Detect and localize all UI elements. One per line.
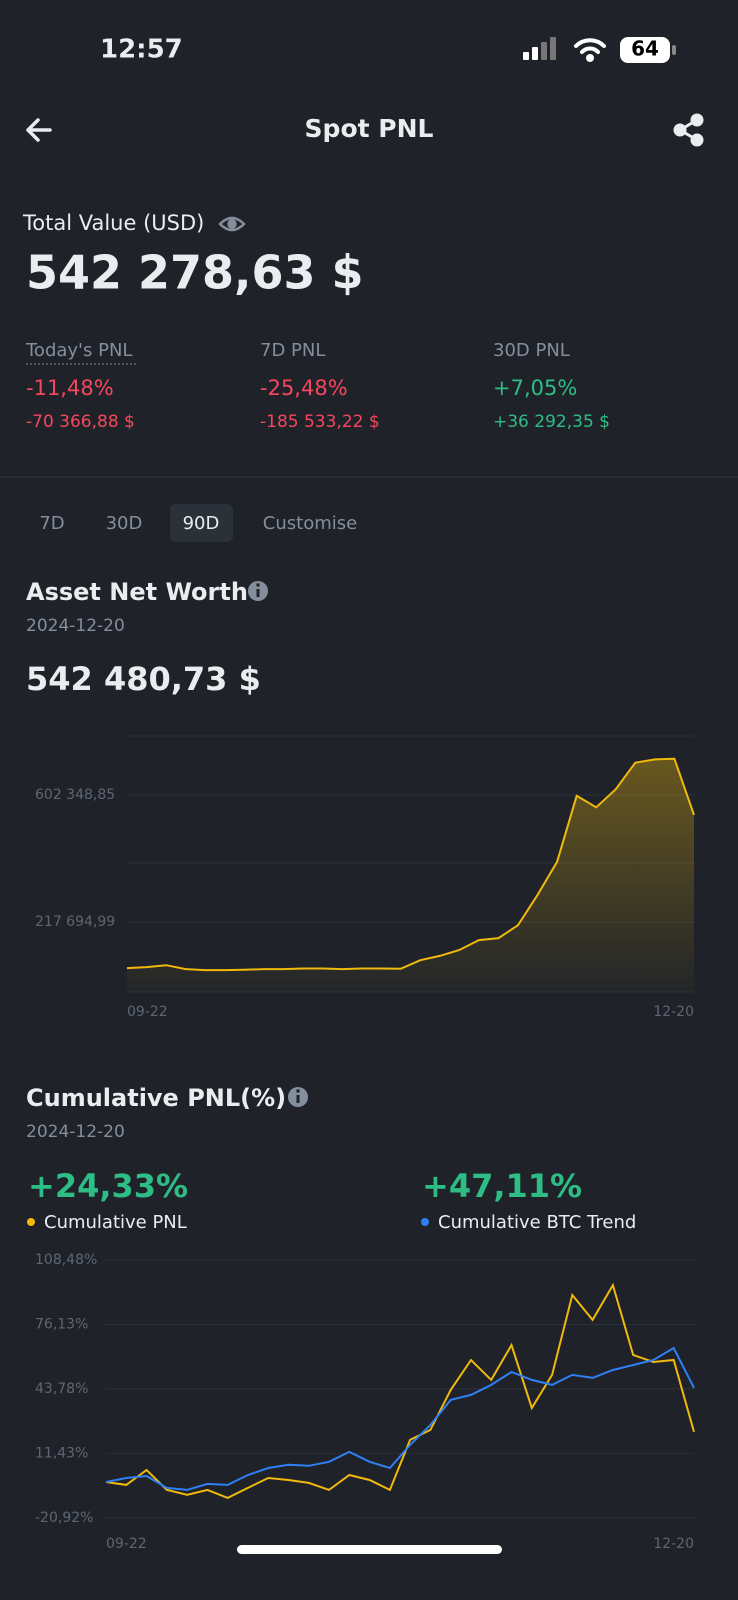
pnl-percent: -25,48% (260, 376, 348, 400)
legend-label: Cumulative BTC Trend (438, 1212, 636, 1233)
pnl-amount: -185 533,22 $ (260, 412, 380, 432)
chart-date: 2024-12-20 (26, 1122, 125, 1142)
battery-tip (672, 45, 676, 55)
x-tick-label: 09-22 (106, 1536, 147, 1552)
pnl-amount: +36 292,35 $ (493, 412, 610, 432)
tab-selected-bg (170, 504, 233, 542)
series-total: +24,33% (28, 1167, 188, 1205)
tab[interactable]: 90D (183, 513, 220, 534)
area-fill (127, 758, 694, 992)
pnl-label: 7D PNL (260, 340, 325, 361)
pnl-label: Today's PNL (25, 340, 132, 361)
home-indicator (237, 1545, 502, 1554)
pnl-amount: -70 366,88 $ (26, 412, 135, 432)
wifi-icon (574, 38, 606, 62)
net-worth-line (126, 757, 695, 972)
y-tick-label: -20,92% (35, 1510, 93, 1526)
total-label: Total Value (USD) (22, 211, 204, 235)
pnl-percent: -11,48% (26, 376, 114, 400)
battery-level: 64 (631, 37, 659, 61)
time: 12:57 (100, 35, 183, 65)
pnl-percent: +7,05% (493, 376, 577, 400)
tab[interactable]: 7D (39, 513, 64, 534)
x-tick-label: 12-20 (653, 1536, 694, 1552)
signal-icon (523, 37, 556, 60)
series-line (105, 1346, 695, 1491)
chart-title: Cumulative PNL(%) (26, 1084, 286, 1112)
y-tick-label: 108,48% (35, 1252, 97, 1268)
y-tick-label: 602 348,85 (35, 787, 115, 803)
eye-icon[interactable] (218, 216, 246, 232)
share-button[interactable] (673, 113, 704, 147)
tab[interactable]: 30D (106, 513, 143, 534)
info-icon[interactable] (288, 1087, 308, 1107)
info-icon[interactable] (248, 581, 268, 601)
legend-dot (27, 1218, 35, 1226)
legend-label: Cumulative PNL (44, 1212, 187, 1233)
chart-headline: 542 480,73 $ (26, 660, 261, 698)
page-title: Spot PNL (305, 114, 434, 143)
tab[interactable]: Customise (263, 513, 357, 534)
pnl-label: 30D PNL (493, 340, 570, 361)
total-value: 542 278,63 $ (26, 246, 364, 300)
legend-dot (421, 1218, 429, 1226)
series-line (105, 1282, 695, 1499)
series-total: +47,11% (422, 1167, 582, 1205)
y-tick-label: 43,78% (35, 1381, 88, 1397)
chart-date: 2024-12-20 (26, 616, 125, 636)
x-tick-label: 09-22 (127, 1004, 168, 1020)
y-tick-label: 11,43% (35, 1445, 88, 1461)
back-button[interactable] (26, 118, 52, 142)
chart-title: Asset Net Worth (26, 578, 248, 606)
x-tick-label: 12-20 (653, 1004, 694, 1020)
battery (620, 37, 670, 63)
y-tick-label: 76,13% (35, 1316, 88, 1332)
y-tick-label: 217 694,99 (35, 914, 115, 930)
